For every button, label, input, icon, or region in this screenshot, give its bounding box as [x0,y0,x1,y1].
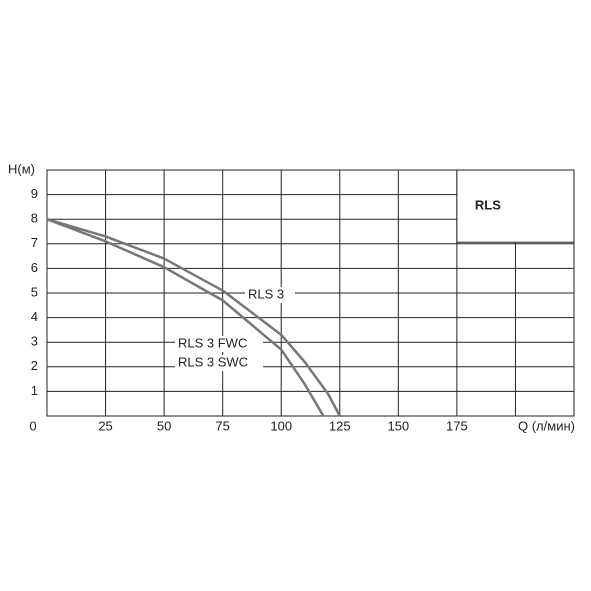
x-tick-label: 100 [270,418,292,433]
y-tick-label: 8 [31,211,38,226]
x-tick-label: 25 [98,418,112,433]
x-tick-label: 125 [329,418,351,433]
x-tick-label: 150 [387,418,409,433]
curve [46,218,325,417]
y-axis-label: H(м) [8,161,35,176]
y-tick-label: 2 [31,358,38,373]
label-bg [175,355,263,371]
x-tick-label: 175 [446,418,468,433]
y-tick-label: 3 [31,334,38,349]
legend-box [456,169,575,243]
y-tick-label: 6 [31,260,38,275]
y-tick-label: 9 [31,186,38,201]
curve-label: RLS 3 SWC [178,354,248,369]
y-tick-label: 7 [31,235,38,250]
curve [46,218,341,417]
label-bg [175,336,263,352]
y-tick-label: 5 [31,284,38,299]
x-axis-label: Q (л/мин) [518,418,575,433]
plot-frame [46,169,575,417]
x-tick-label: 75 [215,418,229,433]
curve-label: RLS 3 [248,286,284,301]
curve-label: RLS 3 FWC [178,335,247,350]
y-tick-label: 4 [31,309,38,324]
x-tick-label: 50 [157,418,171,433]
legend-box-label: RLS [475,198,501,213]
y-tick-label: 1 [31,383,38,398]
x-tick-label: 0 [29,418,36,433]
label-bg [245,287,295,303]
